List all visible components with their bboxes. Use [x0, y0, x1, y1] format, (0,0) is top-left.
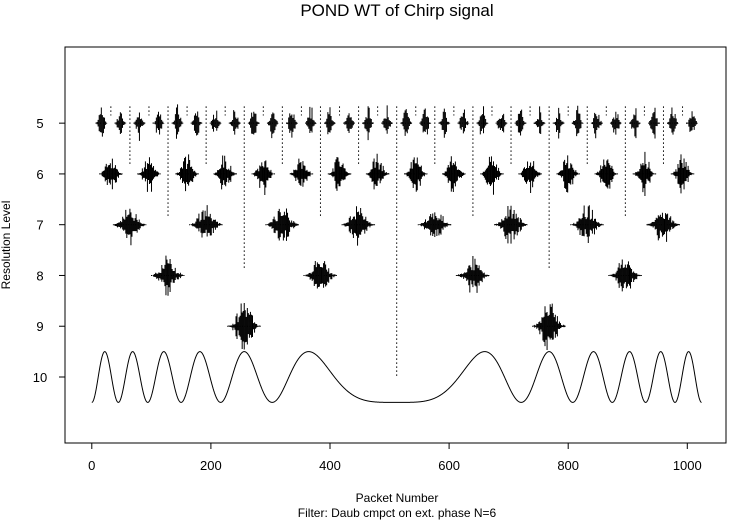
- wavelet-packet: [594, 159, 619, 189]
- x-tick-label: 600: [438, 458, 460, 473]
- wavelet-packet: [533, 106, 546, 134]
- wavelet-packet: [590, 112, 603, 139]
- y-axis: 5 6 7 8 9 10: [33, 116, 65, 385]
- wavelet-packet: [213, 155, 237, 190]
- wavelet-packet: [227, 302, 262, 350]
- wavelet-packet: [609, 111, 622, 135]
- y-tick-label: 8: [36, 268, 43, 283]
- wavelet-packet: [189, 205, 224, 238]
- wavelet-packet: [286, 113, 298, 138]
- wavelet-packet: [341, 206, 376, 246]
- wavelet-packet: [570, 205, 605, 243]
- x-tick-label: 800: [557, 458, 579, 473]
- wavelet-packet: [305, 106, 317, 133]
- wavelet-packet: [495, 113, 508, 133]
- wavelet-packet: [646, 212, 681, 242]
- wavelet-packet: [112, 208, 147, 246]
- wavelet-packet: [556, 155, 580, 193]
- wavelet-packet: [571, 105, 584, 137]
- wavelet-packet: [190, 111, 203, 136]
- filter-note: Filter: Daub cmpct on ext. phase N=6: [298, 506, 497, 520]
- wavelet-packet: [343, 113, 355, 134]
- wavelet-packet: [289, 158, 314, 187]
- wavelet-packet: [400, 109, 413, 136]
- plot-frame: [64, 46, 727, 444]
- wavelet-packet: [686, 111, 698, 132]
- wavelet-packet: [303, 261, 338, 289]
- wavelet-packet: [518, 161, 542, 193]
- wavelet-packet: [670, 154, 695, 194]
- wavelet-packet: [514, 109, 527, 136]
- wavelet-packet: [476, 106, 489, 135]
- wavelet-packet: [114, 112, 127, 135]
- wavelet-packet: [228, 110, 241, 135]
- wavelet-packet: [133, 112, 146, 141]
- wavelet-packet: [137, 157, 161, 192]
- wavelet-packet: [265, 208, 300, 241]
- chirp-line: [91, 351, 702, 403]
- wavelet-packets: [95, 104, 698, 350]
- y-tick-label: 5: [36, 116, 43, 131]
- wavelet-packet: [532, 303, 567, 350]
- wavelet-packet: [171, 104, 184, 139]
- x-axis-label: Packet Number: [356, 491, 439, 505]
- wavelet-packet: [419, 108, 432, 135]
- wavelet-packet: [152, 111, 165, 135]
- x-tick-label: 1000: [673, 458, 702, 473]
- packet-boundaries: [110, 106, 684, 377]
- y-tick-label: 10: [33, 370, 47, 385]
- wavelet-packet: [150, 255, 186, 296]
- x-tick-label: 0: [88, 458, 95, 473]
- wavelet-packet: [381, 105, 394, 134]
- wavelet-packet: [209, 110, 222, 132]
- wavelet-packet: [457, 109, 470, 134]
- wavelet-packet: [327, 156, 352, 191]
- y-tick-label: 6: [36, 167, 43, 182]
- wavelet-packet: [438, 108, 451, 138]
- wavelet-packet: [608, 259, 643, 292]
- wavelet-packet: [99, 158, 123, 190]
- y-tick-label: 9: [36, 319, 43, 334]
- x-tick-label: 400: [319, 458, 341, 473]
- wavelet-packet: [493, 205, 529, 244]
- chirp-signal: [91, 351, 702, 403]
- wavelet-packet: [455, 256, 490, 293]
- y-axis-label: Resolution Level: [0, 201, 13, 290]
- wavelet-packet: [667, 107, 679, 135]
- wavelet-packet: [362, 106, 374, 141]
- wavelet-packet: [175, 154, 199, 192]
- wavelet-packet: [417, 212, 452, 238]
- wavelet-packet: [629, 108, 641, 139]
- wavelet-packet: [480, 156, 504, 195]
- wavelet-packet: [324, 107, 336, 135]
- wavelet-packet: [95, 107, 108, 137]
- wavelet-packet: [442, 156, 466, 193]
- x-tick-label: 200: [200, 458, 222, 473]
- y-tick-label: 7: [36, 218, 43, 233]
- wavelet-packet: [648, 107, 660, 139]
- chart-title: POND WT of Chirp signal: [300, 1, 493, 20]
- wavelet-packet: [247, 111, 260, 135]
- wavelet-packet: [365, 153, 390, 190]
- wavelet-packet: [266, 112, 279, 139]
- wavelet-packet: [404, 157, 428, 192]
- wavelet-packet: [251, 160, 276, 195]
- wavelet-packet: [552, 107, 565, 139]
- wavelet-packet: [632, 151, 657, 196]
- x-axis: 0 200 400 600 800 1000: [88, 443, 702, 473]
